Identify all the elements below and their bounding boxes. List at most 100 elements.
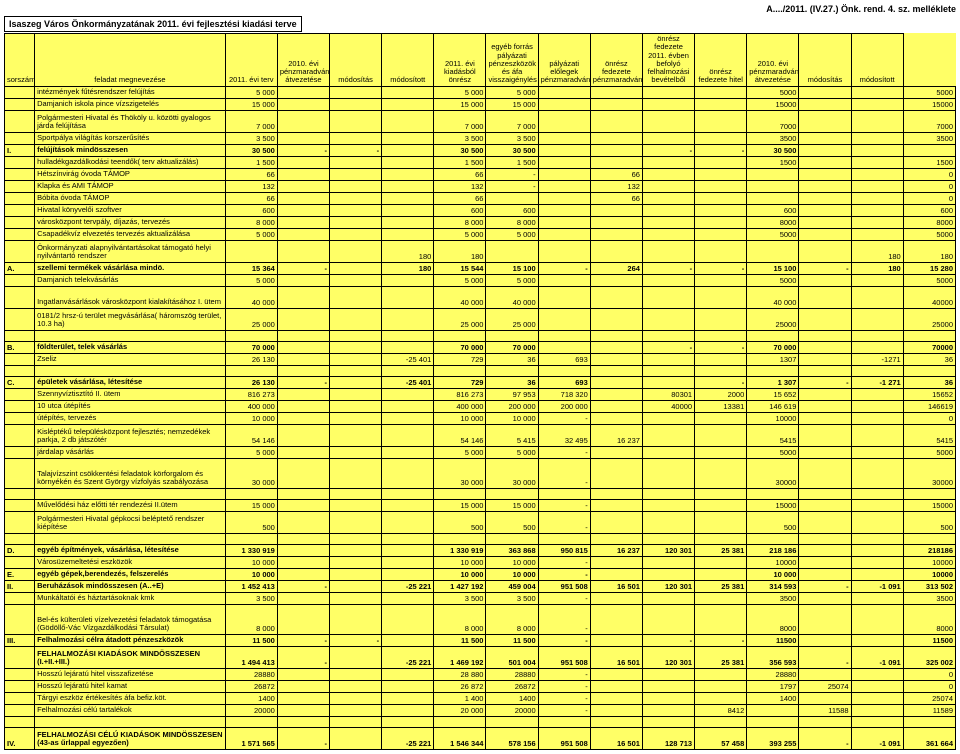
cell-value: 0 bbox=[903, 192, 955, 204]
cell-value bbox=[799, 274, 851, 286]
cell-value bbox=[277, 692, 329, 704]
cell-value: 16 501 bbox=[590, 646, 642, 668]
cell-value bbox=[382, 592, 434, 604]
cell-value: 5 000 bbox=[434, 274, 486, 286]
cell-value bbox=[382, 330, 434, 341]
cell-value bbox=[330, 668, 382, 680]
cell-value bbox=[642, 488, 694, 499]
cell-value bbox=[642, 353, 694, 365]
cell-value bbox=[695, 412, 747, 424]
row-sn bbox=[5, 274, 35, 286]
cell-value bbox=[225, 365, 277, 376]
cell-value bbox=[538, 240, 590, 262]
col-modositas: módosítás bbox=[330, 34, 382, 87]
cell-value bbox=[382, 286, 434, 308]
cell-value bbox=[851, 228, 903, 240]
cell-value: 200 000 bbox=[538, 400, 590, 412]
cell-value: 146619 bbox=[903, 400, 955, 412]
cell-value: -25 221 bbox=[382, 580, 434, 592]
cell-value: - bbox=[330, 144, 382, 156]
cell-value bbox=[590, 511, 642, 533]
cell-value bbox=[799, 228, 851, 240]
row-sn bbox=[5, 204, 35, 216]
cell-value bbox=[538, 286, 590, 308]
cell-value bbox=[799, 400, 851, 412]
table-row: Önkormányzati alapnyilvántartásokat támo… bbox=[5, 240, 956, 262]
cell-value: 8 000 bbox=[225, 604, 277, 634]
cell-value bbox=[695, 286, 747, 308]
cell-value bbox=[642, 180, 694, 192]
table-row: Művelődési ház előtti tér rendezési II.ü… bbox=[5, 499, 956, 511]
cell-value bbox=[695, 365, 747, 376]
cell-value bbox=[903, 533, 955, 544]
row-sn bbox=[5, 180, 35, 192]
col-onresz-penzmaradvany: önrész fedezete pénzmaradvány bbox=[590, 34, 642, 87]
cell-value: 501 004 bbox=[486, 646, 538, 668]
cell-value bbox=[747, 533, 799, 544]
cell-value: 0 bbox=[903, 168, 955, 180]
row-label bbox=[35, 330, 226, 341]
cell-value: 28880 bbox=[747, 668, 799, 680]
cell-value: 15 000 bbox=[434, 499, 486, 511]
cell-value bbox=[486, 533, 538, 544]
cell-value bbox=[851, 556, 903, 568]
cell-value bbox=[590, 341, 642, 353]
cell-value bbox=[851, 544, 903, 556]
cell-value bbox=[277, 568, 329, 580]
cell-value bbox=[851, 412, 903, 424]
cell-value bbox=[330, 412, 382, 424]
table-row: Hosszú lejáratú hitel visszafizetése2888… bbox=[5, 668, 956, 680]
row-sn bbox=[5, 286, 35, 308]
cell-value bbox=[330, 604, 382, 634]
cell-value bbox=[330, 308, 382, 330]
cell-value bbox=[590, 556, 642, 568]
cell-value: -25 401 bbox=[382, 353, 434, 365]
cell-value: - bbox=[642, 634, 694, 646]
cell-value: - bbox=[799, 262, 851, 274]
cell-value bbox=[642, 86, 694, 98]
cell-value: 25 381 bbox=[695, 646, 747, 668]
cell-value: 132 bbox=[225, 180, 277, 192]
cell-value: 1 571 565 bbox=[225, 727, 277, 749]
cell-value: 5415 bbox=[903, 424, 955, 446]
cell-value bbox=[330, 680, 382, 692]
cell-value bbox=[799, 144, 851, 156]
cell-value: 578 156 bbox=[486, 727, 538, 749]
cell-value bbox=[277, 341, 329, 353]
row-sn bbox=[5, 168, 35, 180]
cell-value bbox=[642, 228, 694, 240]
cell-value: 951 508 bbox=[538, 727, 590, 749]
cell-value bbox=[747, 488, 799, 499]
cell-value: 5000 bbox=[903, 274, 955, 286]
cell-value bbox=[695, 110, 747, 132]
cell-value bbox=[642, 412, 694, 424]
cell-value bbox=[642, 424, 694, 446]
cell-value bbox=[799, 511, 851, 533]
cell-value bbox=[799, 110, 851, 132]
cell-value bbox=[277, 216, 329, 228]
cell-value bbox=[277, 604, 329, 634]
cell-value: 180 bbox=[851, 262, 903, 274]
cell-value bbox=[277, 499, 329, 511]
cell-value: - bbox=[695, 262, 747, 274]
cell-value bbox=[590, 704, 642, 716]
cell-value: 1400 bbox=[225, 692, 277, 704]
cell-value: - bbox=[799, 376, 851, 388]
cell-value: 3 500 bbox=[225, 592, 277, 604]
cell-value: 25 000 bbox=[225, 308, 277, 330]
cell-value bbox=[642, 376, 694, 388]
cell-value: - bbox=[538, 412, 590, 424]
row-label: Damjanich iskola pince vízszigetelés bbox=[35, 98, 226, 110]
cell-value: 15652 bbox=[903, 388, 955, 400]
cell-value: 25074 bbox=[799, 680, 851, 692]
cell-value: 32 495 bbox=[538, 424, 590, 446]
col-2010-atvezetes: 2010. évi pénzmaradvány átvezetése bbox=[277, 34, 329, 87]
cell-value bbox=[330, 376, 382, 388]
cell-value: 36 bbox=[903, 376, 955, 388]
cell-value bbox=[851, 499, 903, 511]
cell-value bbox=[538, 204, 590, 216]
cell-value: 40000 bbox=[903, 286, 955, 308]
cell-value: 950 815 bbox=[538, 544, 590, 556]
table-row: Hivatal könyvelői szoftver60060060060060… bbox=[5, 204, 956, 216]
col-onresz-hitel: önrész fedezete hitel bbox=[695, 34, 747, 87]
